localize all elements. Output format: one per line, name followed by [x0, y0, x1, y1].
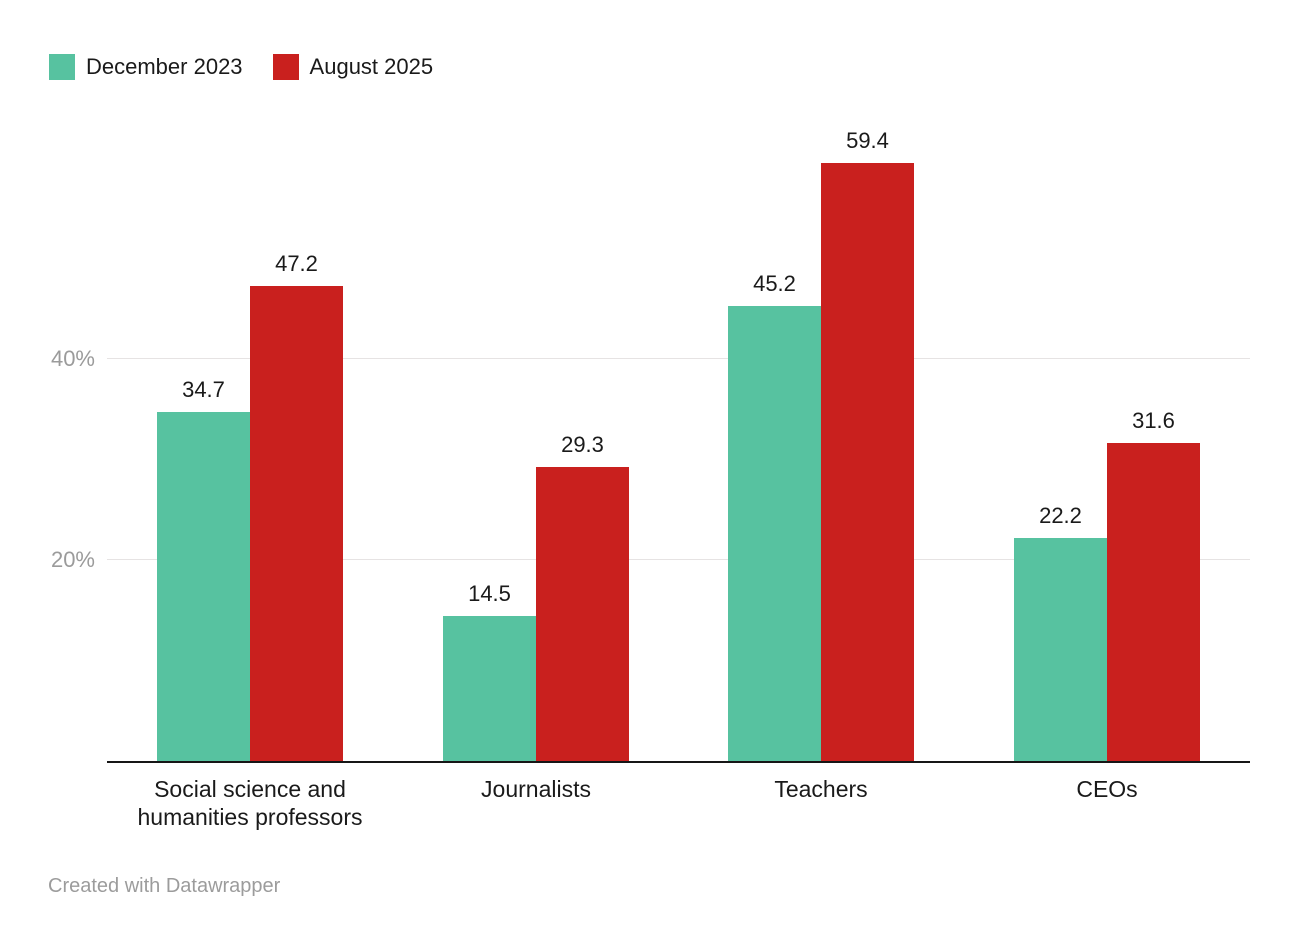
- value-label-august-2025-social-science-and-humanities-professors: 47.2: [275, 251, 318, 276]
- category-label-ceos: CEOs: [1076, 776, 1138, 802]
- y-axis-tick-label-40: 40%: [50, 346, 95, 371]
- bar-december-2023-teachers: [728, 306, 821, 762]
- x-axis-line: [107, 761, 1250, 763]
- legend-item-december-2023: December 2023: [49, 54, 243, 80]
- legend: December 2023 August 2025: [49, 54, 433, 80]
- category-label-teachers: Teachers: [774, 776, 868, 802]
- bar-august-2025-journalists: [536, 467, 629, 762]
- bar-december-2023-ceos: [1014, 538, 1107, 762]
- value-label-december-2023-social-science-and-humanities-professors: 34.7: [182, 377, 225, 402]
- bar-august-2025-ceos: [1107, 443, 1200, 762]
- bar-august-2025-teachers: [821, 163, 914, 762]
- legend-label-august-2025: August 2025: [309, 54, 434, 79]
- value-label-december-2023-journalists: 14.5: [468, 581, 511, 606]
- value-label-august-2025-teachers: 59.4: [846, 128, 889, 153]
- bar-august-2025-social-science-and-humanities-professors: [250, 286, 343, 762]
- legend-label-december-2023: December 2023: [86, 54, 243, 79]
- y-axis-tick-label-20: 20%: [50, 547, 95, 572]
- value-label-december-2023-ceos: 22.2: [1039, 503, 1082, 528]
- value-label-august-2025-ceos: 31.6: [1132, 408, 1175, 433]
- category-label-journalists: Journalists: [481, 776, 591, 802]
- gridline-20: [107, 559, 1250, 560]
- gridline-40: [107, 358, 1250, 359]
- value-label-december-2023-teachers: 45.2: [753, 271, 796, 296]
- category-label-social-science-and-humanities-professors: Social science and humanities professors: [137, 776, 363, 830]
- attribution-link[interactable]: Created with Datawrapper: [48, 875, 281, 897]
- bar-december-2023-social-science-and-humanities-professors: [157, 412, 250, 762]
- legend-swatch-december-2023: [49, 54, 75, 80]
- bar-december-2023-journalists: [443, 616, 536, 762]
- legend-swatch-august-2025: [272, 54, 299, 80]
- value-label-august-2025-journalists: 29.3: [561, 432, 604, 457]
- legend-item-august-2025: August 2025: [272, 54, 434, 80]
